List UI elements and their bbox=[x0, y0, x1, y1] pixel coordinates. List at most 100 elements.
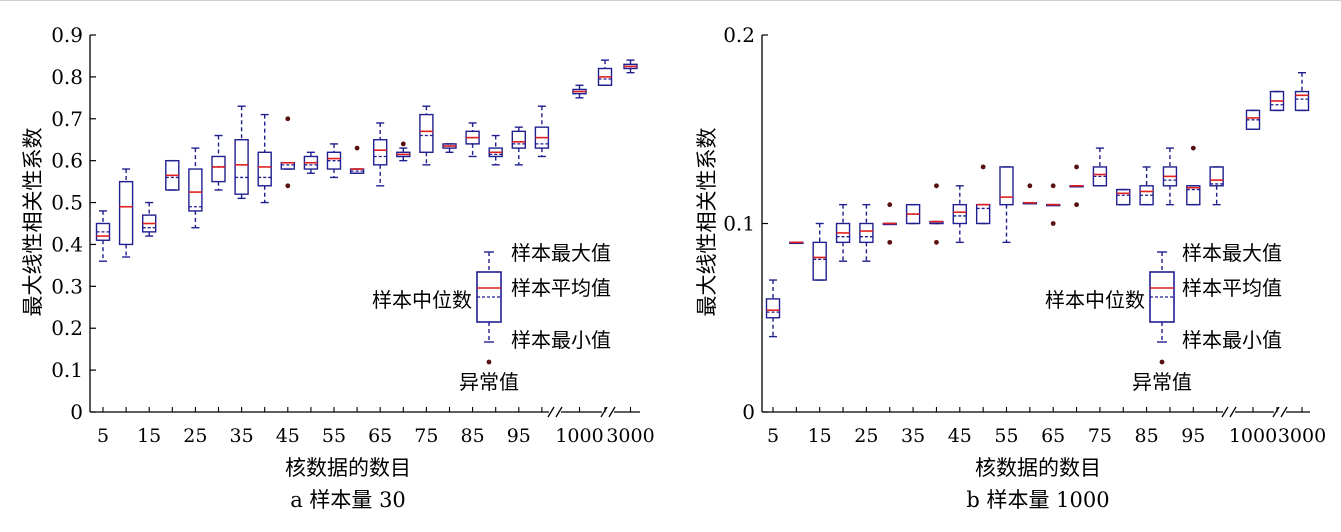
axis-break-gap bbox=[549, 407, 561, 417]
axis-break-mark bbox=[1229, 406, 1237, 418]
box-65 bbox=[1045, 183, 1061, 226]
panel-b-x-axis-label: 核数据的数目 bbox=[975, 456, 1101, 480]
box-5 bbox=[765, 279, 781, 338]
x-tick-label: 75 bbox=[1088, 425, 1112, 447]
box-iqr bbox=[257, 151, 272, 187]
x-tick-label: 35 bbox=[230, 425, 254, 447]
box-iqr bbox=[1294, 90, 1310, 112]
x-tick-label: 95 bbox=[1181, 425, 1205, 447]
x-tick-label: 3000 bbox=[1278, 425, 1326, 447]
box-iqr bbox=[211, 155, 226, 183]
outlier-point bbox=[354, 145, 360, 151]
axis-break-mark bbox=[1280, 406, 1288, 418]
box-15 bbox=[141, 201, 157, 237]
legend-label-max: 样本最大值 bbox=[511, 241, 611, 265]
outlier-point bbox=[1074, 202, 1079, 208]
panel-b-boxes bbox=[765, 71, 1310, 338]
box-55 bbox=[999, 166, 1014, 244]
axis-break-gap bbox=[1274, 407, 1286, 417]
box-iqr bbox=[373, 139, 388, 166]
x-tick-label: 25 bbox=[183, 425, 207, 447]
outlier-point bbox=[934, 239, 939, 245]
box-3000 bbox=[1294, 71, 1310, 112]
x-tick-label: 55 bbox=[322, 425, 346, 447]
legend-label-mean: 样本平均值 bbox=[511, 276, 611, 300]
axis-break-mark bbox=[547, 406, 555, 418]
legend-label-min: 样本最小值 bbox=[1182, 328, 1282, 352]
box-50 bbox=[303, 151, 319, 174]
x-tick-label: 45 bbox=[276, 425, 300, 447]
panel-b-axes: 0 0.1 0.2 5 15 25 35 45 55 65 75 85 95 1000 3000 bbox=[723, 23, 1326, 447]
legend-label-mean: 样本平均值 bbox=[1182, 276, 1282, 300]
axis-break-mark bbox=[1221, 406, 1229, 418]
box-95 bbox=[1186, 145, 1201, 206]
box-15 bbox=[812, 222, 827, 281]
outlier-point bbox=[285, 116, 291, 122]
box-iqr bbox=[975, 203, 991, 225]
box-40 bbox=[929, 183, 944, 245]
legend-label-median: 样本中位数 bbox=[1045, 288, 1145, 312]
box-20 bbox=[835, 203, 851, 262]
panel-b: 0 0.1 0.2 5 15 25 35 45 55 65 75 85 95 1000 3000 样本最大值… bbox=[695, 23, 1326, 512]
box-55 bbox=[326, 143, 342, 179]
outlier-point bbox=[1027, 183, 1033, 189]
box-2000 bbox=[1269, 90, 1285, 112]
x-tick-label: 55 bbox=[994, 425, 1018, 447]
box-35 bbox=[905, 203, 921, 225]
axis-break-gap bbox=[1223, 407, 1235, 417]
box-90 bbox=[1162, 147, 1178, 206]
y-tick-label: 0.8 bbox=[51, 65, 83, 89]
box-iqr bbox=[1116, 188, 1131, 206]
x-tick-label: 65 bbox=[1041, 425, 1065, 447]
legend-label-median: 样本中位数 bbox=[372, 288, 472, 312]
box-25 bbox=[188, 147, 203, 229]
box-70 bbox=[396, 141, 411, 162]
box-iqr bbox=[859, 222, 874, 244]
outlier-point bbox=[1190, 145, 1196, 151]
panel-b-y-axis-label: 最大线性相关性系数 bbox=[695, 128, 719, 317]
box-90 bbox=[488, 134, 503, 166]
y-tick-label: 0.4 bbox=[51, 232, 83, 256]
box-5 bbox=[95, 210, 111, 262]
box-50 bbox=[975, 164, 991, 225]
axis-break-mark bbox=[600, 406, 608, 418]
box-1000 bbox=[572, 84, 587, 99]
outlier-point bbox=[400, 141, 406, 147]
box-85 bbox=[1139, 166, 1154, 206]
x-tick-label: 15 bbox=[137, 425, 161, 447]
box-iqr bbox=[118, 180, 134, 246]
box-iqr bbox=[234, 139, 249, 195]
box-iqr bbox=[280, 162, 295, 170]
box-45 bbox=[952, 185, 967, 244]
y-tick-label: 0.3 bbox=[51, 274, 83, 298]
box-iqr bbox=[188, 168, 203, 212]
x-tick-label: 75 bbox=[414, 425, 438, 447]
box-35 bbox=[234, 105, 249, 200]
box-60 bbox=[349, 145, 365, 174]
legend-label-outlier: 异常值 bbox=[1132, 370, 1192, 394]
outlier-point bbox=[980, 164, 986, 170]
legend-label-outlier: 异常值 bbox=[459, 370, 519, 394]
axis-break-mark bbox=[1272, 406, 1280, 418]
box-10 bbox=[118, 168, 134, 258]
y-tick-label: 0.1 bbox=[723, 212, 755, 236]
box-100 bbox=[534, 105, 550, 158]
y-tick-label: 0 bbox=[70, 400, 83, 424]
x-tick-label: 15 bbox=[808, 425, 832, 447]
x-tick-label: 65 bbox=[368, 425, 392, 447]
x-tick-label: 85 bbox=[461, 425, 485, 447]
x-tick-label: 1000 bbox=[1229, 425, 1277, 447]
panel-a: 0 0.1 0.2 0.3 0.4 0.5 0.6 0.7 0.8 0.9 5 15 25 35 45 55 6… bbox=[21, 23, 655, 512]
box-1000 bbox=[1245, 109, 1261, 130]
y-tick-label: 0.2 bbox=[51, 316, 83, 340]
panel-a-axes: 0 0.1 0.2 0.3 0.4 0.5 0.6 0.7 0.8 0.9 5 15 25 35 45 55 6… bbox=[51, 23, 654, 447]
y-tick-label: 0.2 bbox=[723, 23, 755, 47]
x-tick-label: 3000 bbox=[606, 425, 654, 447]
panel-a-y-axis-label: 最大线性相关性系数 bbox=[21, 128, 45, 317]
panel-b-caption: b 样本量 1000 bbox=[966, 488, 1109, 512]
axis-break-mark bbox=[555, 406, 563, 418]
box-25 bbox=[859, 203, 874, 262]
outlier-point bbox=[285, 183, 291, 189]
